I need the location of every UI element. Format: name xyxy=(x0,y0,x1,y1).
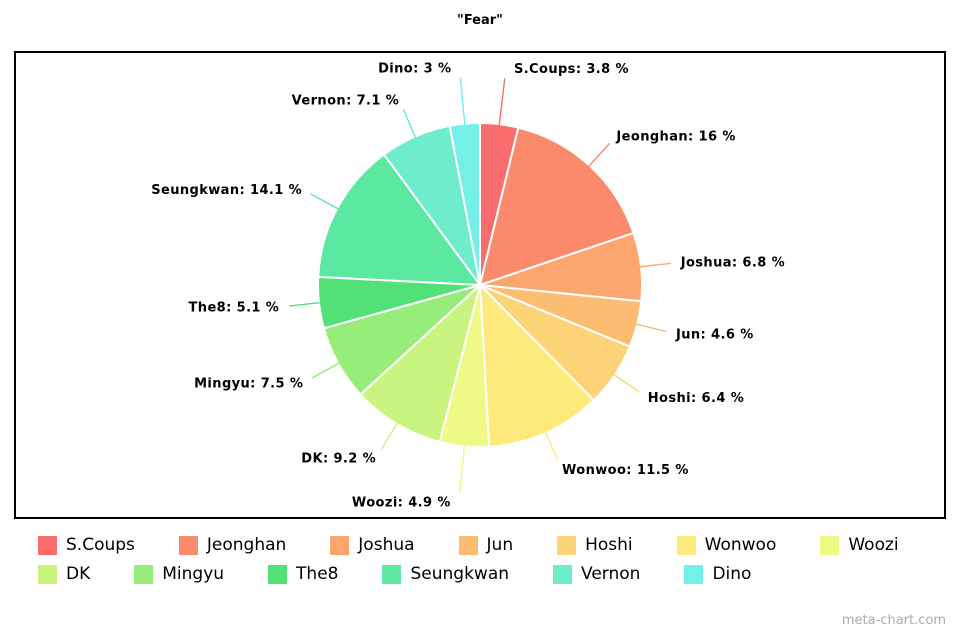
legend-label: Dino xyxy=(712,564,752,584)
watermark: meta-chart.com xyxy=(841,613,946,628)
slice-label-the8: The8: 5.1 % xyxy=(189,301,280,316)
leader-line-jun xyxy=(635,323,667,333)
chart-area: S.Coups: 3.8 % Jeonghan: 16 % Joshua: 6.8 … xyxy=(14,51,946,519)
legend-swatch xyxy=(382,564,402,584)
leader-line-joshua xyxy=(638,262,671,268)
legend-swatch xyxy=(820,535,840,555)
legend-item-seungkwan: Seungkwan xyxy=(382,564,509,584)
slice-label-vernon: Vernon: 7.1 % xyxy=(292,93,400,108)
legend-item-vernon: Vernon xyxy=(553,564,640,584)
chart-title: "Fear" xyxy=(457,13,503,28)
slice-label-joshua: Joshua: 6.8 % xyxy=(680,256,785,271)
legend-item-scoups: S.Coups xyxy=(38,535,135,555)
leader-line-jeonghan xyxy=(587,142,611,168)
legend-item-mingyu: Mingyu xyxy=(134,564,224,584)
legend-item-woozi: Woozi xyxy=(820,535,899,555)
slice-label-dk: DK: 9.2 % xyxy=(301,452,376,467)
legend-label: Wonwoo xyxy=(704,535,777,555)
legend-label: Vernon xyxy=(581,564,641,584)
legend-label: DK xyxy=(66,564,91,584)
legend-swatch xyxy=(684,564,704,584)
legend-label: Mingyu xyxy=(162,564,225,584)
legend-row: DK Mingyu The8 Seungkwan Vernon Dino xyxy=(38,564,960,584)
legend-item-joshua: Joshua xyxy=(330,535,415,555)
legend-item-wonwoo: Wonwoo xyxy=(676,535,777,555)
leader-line-mingyu xyxy=(311,361,341,379)
legend-swatch xyxy=(553,564,573,584)
legend-swatch xyxy=(330,535,350,555)
slice-label-jun: Jun: 4.6 % xyxy=(675,328,754,343)
leader-line-hoshi xyxy=(612,373,640,393)
leader-line-woozi xyxy=(459,444,466,493)
leader-line-wonwoo xyxy=(544,430,559,461)
legend-label: Jun xyxy=(486,535,514,555)
leader-line-the8 xyxy=(289,301,322,307)
legend-label: Hoshi xyxy=(585,535,633,555)
leader-line-seungkwan xyxy=(310,193,340,210)
slice-label-hoshi: Hoshi: 6.4 % xyxy=(648,391,744,406)
slice-label-scoups: S.Coups: 3.8 % xyxy=(514,62,629,77)
legend-label: Jeonghan xyxy=(206,535,287,555)
legend-swatch xyxy=(134,564,154,584)
legend-label: Seungkwan xyxy=(410,564,510,584)
slice-label-seungkwan: Seungkwan: 14.1 % xyxy=(151,183,302,198)
legend-item-hoshi: Hoshi xyxy=(557,535,633,555)
slice-label-woozi: Woozi: 4.9 % xyxy=(352,495,451,510)
leader-line-scoups xyxy=(498,78,506,127)
legend-swatch xyxy=(178,535,198,555)
legend-label: The8 xyxy=(296,564,339,584)
legend-label: S.Coups xyxy=(66,535,135,555)
chart-legend: S.Coups Jeonghan Joshua Jun Hoshi Wonwoo Woozi… xyxy=(38,535,960,584)
leader-line-vernon xyxy=(402,108,417,139)
pie-chart: S.Coups: 3.8 % Jeonghan: 16 % Joshua: 6.8 … xyxy=(151,61,785,510)
legend-swatch xyxy=(557,535,577,555)
legend-item-dk: DK xyxy=(38,564,90,584)
legend-item-the8: The8 xyxy=(268,564,338,584)
legend-swatch xyxy=(268,564,288,584)
legend-label: Woozi xyxy=(848,535,899,555)
leader-line-dino xyxy=(459,77,466,126)
legend-swatch xyxy=(38,564,57,584)
legend-label: Joshua xyxy=(358,535,415,555)
legend-swatch xyxy=(38,535,57,555)
slice-label-wonwoo: Wonwoo: 11.5 % xyxy=(562,463,689,478)
legend-row: S.Coups Jeonghan Joshua Jun Hoshi Wonwoo Woozi xyxy=(38,535,960,555)
slice-label-dino: Dino: 3 % xyxy=(378,61,451,76)
legend-swatch xyxy=(458,535,478,555)
legend-item-jeonghan: Jeonghan xyxy=(178,535,287,555)
legend-item-jun: Jun xyxy=(458,535,514,555)
legend-swatch xyxy=(676,535,696,555)
slice-label-mingyu: Mingyu: 7.5 % xyxy=(194,376,303,391)
legend-item-dino: Dino xyxy=(684,564,751,584)
leader-line-dk xyxy=(380,421,399,451)
slice-label-jeonghan: Jeonghan: 16 % xyxy=(615,130,735,145)
